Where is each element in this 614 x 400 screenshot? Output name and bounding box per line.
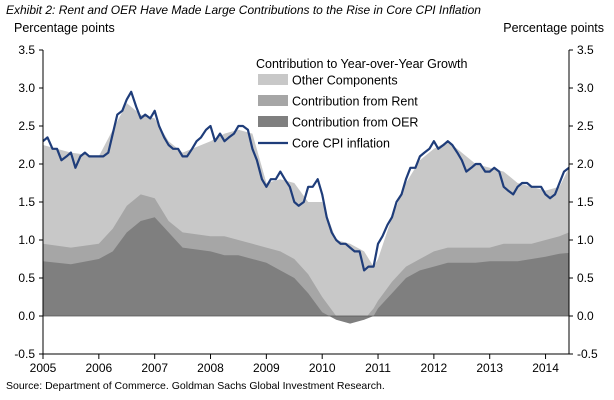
y-tick-label-left: 3.5 xyxy=(18,43,35,57)
stacked-areas xyxy=(43,103,569,324)
y-tick-label-right: 0.0 xyxy=(577,309,594,323)
legend-contribution-oer-label: Contribution from OER xyxy=(292,116,418,130)
y-axis-label-left: Percentage points xyxy=(14,21,115,35)
y-tick-label-left: 0.5 xyxy=(18,271,35,285)
legend-other-components-label: Other Components xyxy=(292,74,398,88)
x-tick-label: 2009 xyxy=(253,361,280,375)
legend-title: Contribution to Year-over-Year Growth xyxy=(256,57,468,71)
y-tick-label-right: 1.5 xyxy=(577,195,594,209)
y-tick-label-left: 0.0 xyxy=(18,309,35,323)
axes: -0.5 -0.5 0.0 0.0 0.5 0.5 1.0 1.0 1.5 1.5 2.0 2.0 2.… xyxy=(14,43,598,375)
chart-title: Exhibit 2: Rent and OER Have Made Large … xyxy=(6,3,481,17)
legend-core-cpi-label: Core CPI inflation xyxy=(292,137,390,151)
legend: Contribution to Year-over-Year Growth Ot… xyxy=(256,57,468,151)
y-tick-label-right: 1.0 xyxy=(577,233,594,247)
x-tick-label: 2006 xyxy=(85,361,112,375)
legend-contribution-rent-label: Contribution from Rent xyxy=(292,95,418,109)
y-axis-label-right: Percentage points xyxy=(503,21,604,35)
x-tick-label: 2010 xyxy=(309,361,336,375)
x-tick-label: 2007 xyxy=(141,361,168,375)
x-tick-label: 2013 xyxy=(476,361,503,375)
area-contribution-oer xyxy=(43,217,569,324)
x-tick-label: 2014 xyxy=(532,361,559,375)
source-note: Source: Department of Commerce. Goldman … xyxy=(6,380,385,392)
y-tick-label-left: 1.5 xyxy=(18,195,35,209)
core-cpi-line-group xyxy=(42,90,570,272)
y-tick-label-right: 3.0 xyxy=(577,81,594,95)
y-tick-label-left: 3.0 xyxy=(18,81,35,95)
y-tick-label-right: 2.0 xyxy=(577,157,594,171)
legend-contribution-rent-swatch xyxy=(258,95,288,106)
legend-contribution-oer-swatch xyxy=(258,116,288,127)
y-tick-label-left: 2.5 xyxy=(18,119,35,133)
x-tick-label: 2005 xyxy=(30,361,57,375)
y-tick-label-left: 1.0 xyxy=(18,233,35,247)
y-tick-label-right: 0.5 xyxy=(577,271,594,285)
x-tick-label: 2011 xyxy=(365,361,391,375)
legend-other-components-swatch xyxy=(258,74,288,85)
core-cpi-line xyxy=(42,90,570,272)
y-tick-label-right: 3.5 xyxy=(577,43,594,57)
y-tick-label-right: -0.5 xyxy=(577,347,598,361)
y-tick-label-left: 2.0 xyxy=(18,157,35,171)
y-tick-label-right: 2.5 xyxy=(577,119,594,133)
y-tick-label-left: -0.5 xyxy=(14,347,35,361)
x-tick-label: 2012 xyxy=(421,361,448,375)
x-tick-label: 2008 xyxy=(197,361,224,375)
